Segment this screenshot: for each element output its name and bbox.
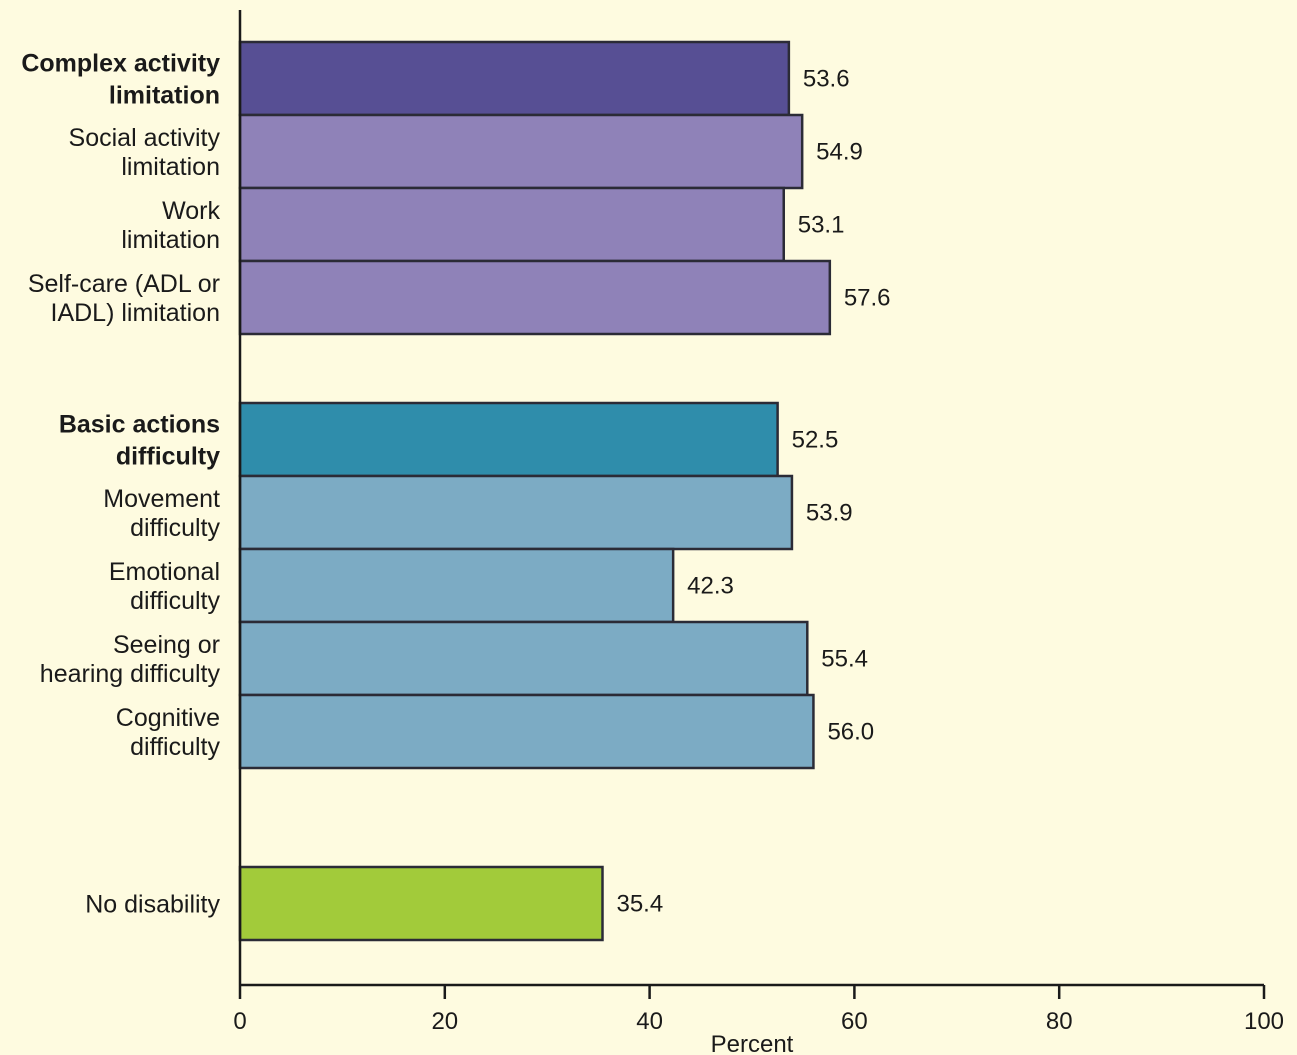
- value-label-8: 56.0: [827, 719, 874, 746]
- bar-6: [238, 547, 675, 624]
- value-label-1: 54.9: [816, 139, 863, 166]
- x-tick-label-4: 80: [1046, 1008, 1073, 1035]
- bars-layer: [238, 40, 832, 942]
- category-label-1-line-0: Social activity: [69, 124, 221, 152]
- x-tick-label-3: 60: [841, 1008, 868, 1035]
- x-tick-label-2: 40: [636, 1008, 663, 1035]
- bar-2: [238, 186, 785, 263]
- bar-4: [238, 401, 779, 478]
- value-label-5: 53.9: [806, 500, 853, 527]
- value-labels-layer: 53.6 54.9 53.1 57.6 52.5 53.9 42.3 55.4 56.0 35.4: [616, 66, 890, 918]
- bar-8: [238, 693, 815, 770]
- bar-5: [238, 474, 794, 551]
- category-label-4-line-1: difficulty: [116, 443, 220, 471]
- x-axis-title: Percent: [711, 1031, 794, 1055]
- bar-9: [238, 865, 604, 942]
- category-label-8-line-1: difficulty: [130, 733, 220, 761]
- bar-0: [238, 40, 791, 117]
- category-label-2-line-1: limitation: [121, 226, 220, 254]
- bar-1: [238, 113, 804, 190]
- x-tick-label-0: 0: [233, 1008, 246, 1035]
- category-label-2-line-0: Work: [162, 197, 220, 225]
- value-label-3: 57.6: [844, 285, 891, 312]
- category-label-3-line-0: Self-care (ADL or: [28, 270, 220, 298]
- value-label-7: 55.4: [821, 646, 868, 673]
- value-label-6: 42.3: [687, 573, 734, 600]
- category-label-9-line-0: No disability: [85, 891, 220, 919]
- category-label-7-line-0: Seeing or: [113, 631, 220, 659]
- category-label-6-line-0: Emotional: [109, 558, 220, 586]
- bar-3: [238, 259, 832, 336]
- axis-layer: 0 20 40 60 80 100 Percent: [233, 10, 1284, 1055]
- bar-7: [238, 620, 809, 697]
- category-label-0-line-0: Complex activity: [21, 50, 220, 78]
- category-label-8-line-0: Cognitive: [116, 704, 220, 732]
- value-label-4: 52.5: [792, 427, 839, 454]
- category-label-5-line-1: difficulty: [130, 514, 220, 542]
- category-label-1-line-1: limitation: [121, 153, 220, 181]
- category-label-7-line-1: hearing difficulty: [40, 660, 221, 688]
- value-label-0: 53.6: [803, 66, 850, 93]
- category-label-6-line-1: difficulty: [130, 587, 220, 615]
- x-tick-label-1: 20: [431, 1008, 458, 1035]
- category-label-0-line-1: limitation: [109, 82, 220, 110]
- category-label-3-line-1: IADL) limitation: [51, 299, 221, 327]
- category-label-4-line-0: Basic actions: [59, 411, 220, 439]
- value-label-2: 53.1: [798, 212, 845, 239]
- x-tick-label-5: 100: [1244, 1008, 1284, 1035]
- category-label-5-line-0: Movement: [103, 485, 220, 513]
- value-label-9: 35.4: [616, 891, 663, 918]
